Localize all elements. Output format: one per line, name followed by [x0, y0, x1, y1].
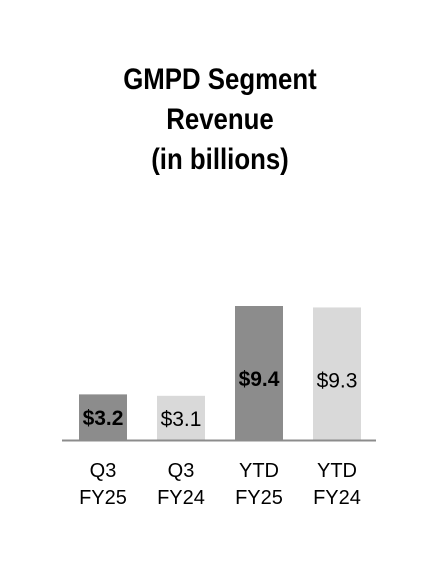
category-label-2-line-2: FY24	[157, 487, 205, 509]
category-label-1-line-1: Q3	[90, 460, 117, 482]
chart-title: GMPD Segment Revenue (in billions)	[31, 60, 409, 180]
category-label-3-line-2: FY25	[235, 487, 283, 509]
value-label-2: $3.1	[161, 408, 202, 431]
category-label-2-line-1: Q3	[168, 460, 195, 482]
bar-1	[79, 394, 127, 440]
chart-title-line-3: (in billions)	[151, 143, 289, 176]
chart-title-line-1: GMPD Segment	[123, 63, 317, 96]
bar-3	[235, 306, 283, 440]
chart-title-line-2: Revenue	[166, 103, 274, 136]
category-label-1-line-2: FY25	[79, 487, 127, 509]
category-label-4-line-1: YTD	[317, 460, 357, 482]
category-labels-group: Q3 FY25 Q3 FY24 YTD FY25 YTD FY24	[79, 460, 361, 509]
value-labels-group: $3.2 $3.1 $9.4 $9.3	[83, 368, 358, 431]
value-label-1: $3.2	[83, 407, 124, 430]
value-label-3: $9.4	[239, 368, 280, 391]
category-label-3-line-1: YTD	[239, 460, 279, 482]
bar-2	[157, 395, 205, 440]
value-label-4: $9.3	[317, 369, 358, 392]
bar-4	[313, 307, 361, 440]
bars-group	[79, 306, 361, 440]
category-label-4-line-2: FY24	[313, 487, 361, 509]
